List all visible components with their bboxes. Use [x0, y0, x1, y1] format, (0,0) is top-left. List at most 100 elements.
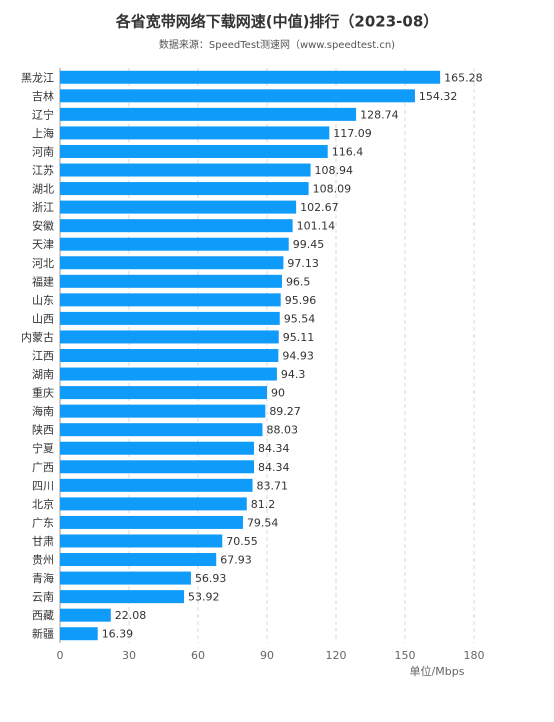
y-tick-label: 广西: [32, 461, 54, 474]
value-label: 79.54: [247, 516, 279, 529]
x-tick-label: 60: [191, 649, 205, 662]
bar: [60, 423, 263, 437]
y-tick-label: 上海: [32, 126, 54, 140]
value-label: 89.27: [269, 405, 301, 418]
value-label: 94.93: [282, 350, 314, 363]
bar: [60, 627, 98, 641]
x-tick-label: 180: [464, 649, 485, 662]
bar: [60, 349, 279, 362]
y-tick-label: 贵州: [32, 554, 54, 567]
value-label: 95.11: [283, 331, 315, 344]
y-tick-label: 广东: [32, 516, 54, 529]
bar: [60, 386, 267, 400]
y-tick-label: 安徽: [32, 219, 54, 233]
y-tick-label: 陕西: [32, 423, 54, 437]
value-label: 95.54: [284, 312, 316, 325]
value-label: 97.13: [287, 257, 319, 270]
bar: [60, 330, 279, 344]
y-tick-label: 吉林: [32, 89, 54, 103]
bar: [60, 534, 223, 548]
y-tick-label: 黑龙江: [21, 71, 54, 84]
bar: [60, 237, 289, 251]
y-tick-label: 天津: [32, 238, 54, 251]
x-tick-label: 90: [260, 649, 274, 662]
y-tick-label: 山东: [32, 294, 54, 307]
bar: [60, 256, 284, 270]
bar: [60, 144, 328, 158]
value-label: 84.34: [258, 442, 290, 455]
y-tick-label: 江苏: [32, 164, 54, 177]
y-tick-label: 四川: [32, 479, 54, 492]
y-tick-label: 河南: [32, 145, 54, 158]
value-label: 116.4: [332, 145, 364, 158]
y-tick-label: 北京: [32, 497, 54, 511]
y-tick-label: 河北: [32, 257, 54, 270]
value-label: 56.93: [195, 572, 227, 585]
x-axis-label: 单位/Mbps: [410, 664, 465, 678]
value-label: 90: [271, 387, 285, 400]
value-label: 22.08: [115, 609, 147, 622]
value-label: 117.09: [333, 127, 372, 140]
bar: [60, 478, 253, 492]
bar: [60, 107, 357, 121]
value-label: 16.39: [102, 628, 133, 641]
y-tick-label: 青海: [32, 571, 54, 585]
value-label: 154.32: [419, 90, 458, 103]
bar: [60, 441, 254, 455]
bar: [60, 590, 185, 604]
value-label: 101.14: [297, 220, 336, 233]
y-tick-label: 云南: [32, 591, 54, 604]
x-tick-label: 0: [57, 649, 64, 662]
bar: [60, 311, 280, 325]
bar: [60, 126, 330, 140]
bar: [60, 497, 247, 511]
value-label: 67.93: [220, 554, 252, 567]
bar: [60, 163, 311, 177]
value-label: 165.28: [444, 71, 483, 84]
bar: [60, 219, 293, 233]
bar: [60, 200, 297, 214]
bar: [60, 571, 191, 585]
value-label: 84.34: [258, 461, 290, 474]
bar: [60, 70, 441, 84]
value-label: 53.92: [188, 591, 220, 604]
bar: [60, 515, 243, 529]
chart-title: 各省宽带网络下载网速(中值)排行（2023-08）: [115, 13, 439, 31]
y-tick-label: 甘肃: [32, 535, 54, 548]
bar: [60, 182, 309, 196]
y-tick-label: 海南: [32, 404, 54, 418]
value-label: 128.74: [360, 108, 399, 121]
y-tick-label: 重庆: [32, 386, 54, 400]
bar: [60, 608, 111, 622]
bar: [60, 293, 281, 307]
value-label: 94.3: [281, 368, 306, 381]
value-label: 108.09: [313, 183, 352, 196]
y-tick-label: 湖南: [32, 368, 54, 381]
value-label: 99.45: [293, 238, 325, 251]
value-label: 95.96: [285, 294, 317, 307]
x-tick-label: 30: [122, 649, 136, 662]
bar: [60, 367, 277, 381]
x-tick-label: 120: [326, 649, 347, 662]
x-tick-label: 150: [395, 649, 416, 662]
y-tick-label: 江西: [32, 350, 54, 363]
bar: [60, 89, 415, 103]
y-tick-label: 宁夏: [32, 441, 54, 455]
value-label: 102.67: [300, 201, 339, 214]
value-label: 70.55: [226, 535, 258, 548]
y-tick-label: 西藏: [32, 609, 54, 622]
y-tick-label: 辽宁: [32, 107, 54, 121]
y-tick-label: 新疆: [32, 627, 54, 641]
y-tick-label: 内蒙古: [21, 330, 54, 344]
bar: [60, 553, 217, 567]
value-label: 96.5: [286, 275, 311, 288]
y-tick-label: 浙江: [32, 201, 54, 214]
bar: [60, 460, 254, 474]
value-label: 88.03: [266, 424, 298, 437]
bar: [60, 274, 282, 288]
chart-subtitle: 数据来源：SpeedTest测速网（www.speedtest.cn): [159, 38, 395, 51]
y-tick-label: 湖北: [32, 183, 54, 196]
value-label: 108.94: [315, 164, 354, 177]
y-tick-label: 山西: [32, 312, 54, 325]
